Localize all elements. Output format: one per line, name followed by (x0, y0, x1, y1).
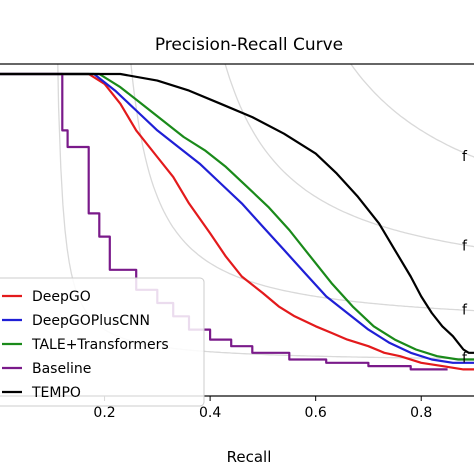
iso-f-label: f (462, 239, 468, 255)
iso-f-label: f (462, 149, 468, 165)
x-tick-label: 0.8 (410, 405, 432, 421)
x-axis-label: Recall (227, 448, 272, 466)
legend: DeepGO DeepGOPlusCNN TALE+Transformers Base… (0, 277, 205, 407)
legend-label: TEMPO (31, 385, 81, 401)
legend-label: DeepGO (32, 289, 91, 305)
series-line-tempo (0, 72, 474, 354)
series-line-tale-transformers (0, 72, 474, 361)
legend-box (0, 277, 205, 407)
series-line-deepgopluscnn (0, 72, 474, 364)
iso-f-label: f (462, 303, 468, 319)
x-tick-label: 0.2 (93, 405, 115, 421)
legend-items: DeepGO DeepGOPlusCNN TALE+Transformers Base… (2, 289, 169, 401)
iso-f-label: f (462, 351, 468, 367)
legend-label: Baseline (32, 361, 91, 377)
iso-f-curve (130, 64, 474, 312)
plot-frame (0, 63, 474, 397)
x-axis-ticks: 0.2 0.4 0.6 0.8 (93, 396, 432, 421)
x-tick-label: 0.6 (305, 405, 327, 421)
legend-label: DeepGOPlusCNN (32, 313, 150, 329)
iso-f-curve (350, 64, 474, 158)
legend-label: TALE+Transformers (31, 337, 169, 353)
series-line-deepgo (0, 72, 474, 371)
x-tick-label: 0.4 (199, 405, 221, 421)
iso-f-labels: f f f f (462, 149, 468, 367)
chart-title: Precision-Recall Curve (155, 35, 343, 55)
